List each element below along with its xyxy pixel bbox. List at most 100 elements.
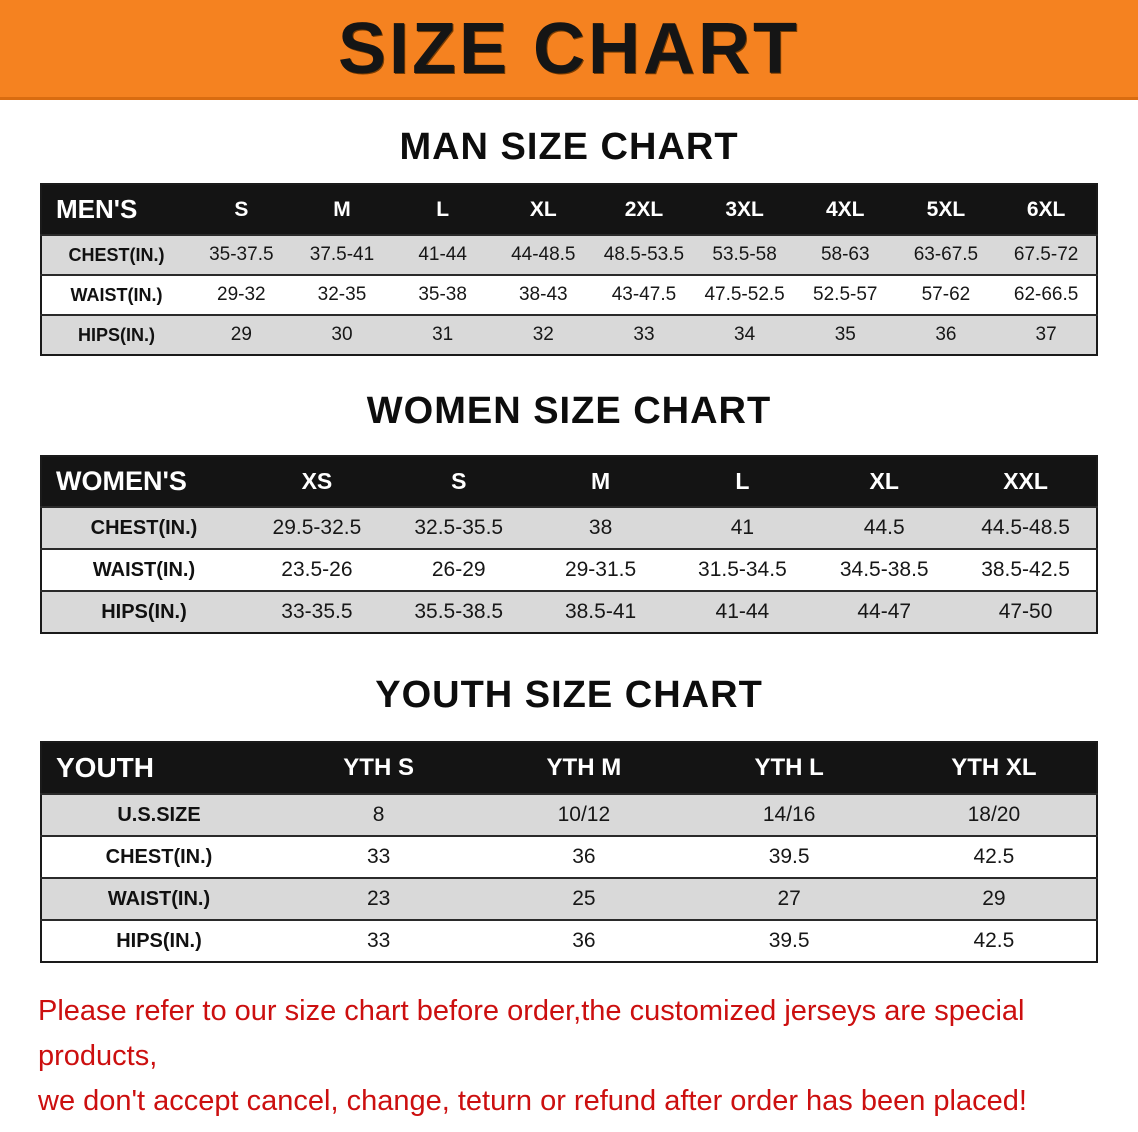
- value-cell: 31: [432, 324, 454, 345]
- value-cell: 33: [366, 845, 391, 868]
- row-label: CHEST(IN.): [68, 244, 165, 265]
- value-cell: 44.5-48.5: [981, 516, 1070, 539]
- row-label: CHEST(IN.): [90, 516, 198, 539]
- size-column-header: YTH L: [754, 754, 824, 781]
- disclaimer: Please refer to our size chart before or…: [0, 989, 1138, 1124]
- size-column-header: 5XL: [926, 197, 966, 221]
- value-cell: 34: [734, 324, 756, 345]
- value-cell: 57-62: [921, 284, 971, 305]
- value-cell: 39.5: [768, 929, 810, 952]
- size-column-header: M: [333, 197, 351, 221]
- row-label: HIPS(IN.): [77, 324, 155, 345]
- value-cell: 38.5-41: [564, 600, 637, 623]
- women-section-heading: WOMEN SIZE CHART: [366, 390, 772, 432]
- value-cell: 53.5-58: [712, 244, 777, 265]
- size-column-header: L: [436, 197, 450, 221]
- value-cell: 38.5-42.5: [981, 558, 1070, 581]
- value-cell: 35: [834, 324, 856, 345]
- value-cell: 42.5: [973, 929, 1015, 952]
- size-chart-banner: SIZE CHART: [0, 0, 1138, 100]
- value-cell: 29-32: [217, 284, 266, 305]
- size-column-header: YTH XL: [951, 754, 1037, 781]
- value-cell: 14/16: [762, 803, 816, 826]
- row-label: WAIST(IN.): [92, 558, 196, 581]
- size-column-header: XS: [301, 468, 333, 494]
- value-cell: 47-50: [998, 600, 1053, 623]
- value-cell: 29-31.5: [564, 558, 637, 581]
- value-cell: 44-48.5: [511, 244, 576, 265]
- value-cell: 32: [532, 324, 554, 345]
- value-cell: 41-44: [418, 244, 467, 265]
- value-cell: 23: [366, 887, 391, 910]
- value-cell: 58-63: [820, 244, 870, 265]
- value-cell: 34.5-38.5: [839, 558, 929, 581]
- size-column-header: L: [735, 468, 750, 494]
- value-cell: 18/20: [967, 803, 1021, 826]
- size-column-header: M: [590, 468, 611, 494]
- size-column-header: YTH M: [546, 754, 622, 781]
- size-column-header: S: [234, 197, 249, 221]
- value-cell: 27: [777, 887, 801, 910]
- value-cell: 23.5-26: [281, 558, 353, 581]
- value-cell: 10/12: [557, 803, 611, 826]
- row-label: U.S.SIZE: [117, 803, 201, 826]
- youth-section-heading: YOUTH SIZE CHART: [375, 674, 763, 716]
- size-column-header: 2XL: [624, 197, 664, 221]
- size-column-header: XL: [869, 468, 899, 494]
- size-column-header: YTH S: [343, 754, 414, 781]
- value-cell: 33-35.5: [281, 600, 353, 623]
- table-row: U.S.SIZE 8 10/12 14/16 18/20: [41, 794, 1097, 836]
- table-title-cell: YOUTH: [56, 752, 154, 783]
- table-row: WAIST(IN.) 23 25 27 29: [41, 878, 1097, 920]
- value-cell: 35-38: [418, 284, 467, 305]
- table-row: HIPS(IN.) 33-35.5 35.5-38.5 38.5-41 41-44 44-…: [41, 591, 1097, 633]
- value-cell: 52.5-57: [813, 284, 878, 305]
- row-label: CHEST(IN.): [105, 845, 213, 868]
- value-cell: 44.5: [863, 516, 905, 539]
- value-cell: 30: [331, 324, 353, 345]
- youth-size-table: YOUTH YTH S YTH M YTH L YTH XL U.S.SIZE 8 10/12…: [40, 741, 1098, 963]
- value-cell: 8: [372, 803, 385, 826]
- size-column-header: S: [451, 468, 467, 494]
- men-size-table: MEN'S S M L XL 2XL 3XL 4XL 5XL 6XL CHEST(IN.) 35-37…: [40, 183, 1098, 356]
- value-cell: 33: [633, 324, 655, 345]
- value-cell: 29.5-32.5: [272, 516, 362, 539]
- table-row: CHEST(IN.) 29.5-32.5 32.5-35.5 38 41 44.5 44.5…: [41, 507, 1097, 549]
- row-label: WAIST(IN.): [107, 887, 211, 910]
- size-column-header: 4XL: [826, 197, 865, 221]
- value-cell: 48.5-53.5: [603, 244, 685, 265]
- header-row: MEN'S S M L XL 2XL 3XL 4XL 5XL 6XL: [41, 184, 1097, 235]
- table-row: CHEST(IN.) 33 36 39.5 42.5: [41, 836, 1097, 878]
- value-cell: 38: [588, 516, 613, 539]
- value-cell: 44-47: [857, 600, 912, 623]
- table-row: HIPS(IN.) 29 30 31 32 33 34 35 36 37: [41, 315, 1097, 355]
- value-cell: 63-67.5: [913, 244, 979, 265]
- table-title-cell: WOMEN'S: [56, 466, 187, 496]
- value-cell: 33: [366, 929, 391, 952]
- value-cell: 36: [572, 845, 596, 868]
- banner-title: SIZE CHART: [338, 8, 800, 89]
- value-cell: 38-43: [518, 284, 568, 305]
- table-row: WAIST(IN.) 29-32 32-35 35-38 38-43 43-47.5 47.…: [41, 275, 1097, 315]
- header-row: WOMEN'S XS S M L XL XXL: [41, 456, 1097, 507]
- value-cell: 43-47.5: [611, 284, 677, 305]
- size-column-header: 6XL: [1026, 197, 1066, 221]
- value-cell: 62-66.5: [1013, 284, 1079, 305]
- value-cell: 35.5-38.5: [414, 600, 504, 623]
- value-cell: 32-35: [317, 284, 367, 305]
- value-cell: 31.5-34.5: [698, 558, 787, 581]
- value-cell: 41: [730, 516, 755, 539]
- value-cell: 37: [1035, 324, 1057, 345]
- row-label: HIPS(IN.): [116, 929, 202, 952]
- table-row: WAIST(IN.) 23.5-26 26-29 29-31.5 31.5-34.5 34…: [41, 549, 1097, 591]
- value-cell: 29: [982, 887, 1006, 910]
- value-cell: 29: [230, 324, 252, 345]
- value-cell: 26-29: [431, 558, 486, 581]
- header-row: YOUTH YTH S YTH M YTH L YTH XL: [41, 742, 1097, 794]
- value-cell: 67.5-72: [1013, 244, 1079, 265]
- value-cell: 42.5: [973, 845, 1015, 868]
- value-cell: 47.5-52.5: [704, 284, 785, 305]
- disclaimer-line-1: Please refer to our size chart before or…: [38, 995, 1025, 1072]
- table-row: HIPS(IN.) 33 36 39.5 42.5: [41, 920, 1097, 962]
- size-column-header: XL: [529, 197, 557, 221]
